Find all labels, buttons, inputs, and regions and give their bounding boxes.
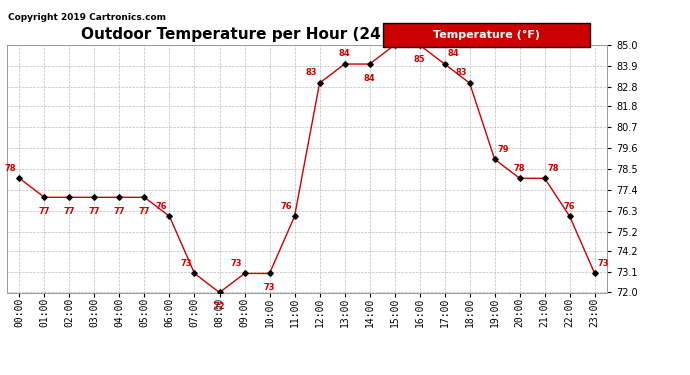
- Text: 85: 85: [414, 54, 426, 63]
- Text: Temperature (°F): Temperature (°F): [433, 30, 540, 40]
- Text: 83: 83: [455, 68, 467, 77]
- Text: 84: 84: [339, 50, 351, 58]
- Text: 73: 73: [181, 259, 192, 268]
- Text: Copyright 2019 Cartronics.com: Copyright 2019 Cartronics.com: [8, 13, 166, 22]
- Text: 73: 73: [264, 283, 275, 292]
- Text: 72: 72: [214, 302, 226, 311]
- Text: 77: 77: [39, 207, 50, 216]
- Text: 79: 79: [497, 144, 509, 153]
- Text: 84: 84: [364, 74, 375, 82]
- Text: 73: 73: [230, 259, 242, 268]
- Text: 78: 78: [514, 164, 525, 172]
- Text: 84: 84: [447, 50, 459, 58]
- Text: 77: 77: [114, 207, 125, 216]
- Title: Outdoor Temperature per Hour (24 Hours) 20190729: Outdoor Temperature per Hour (24 Hours) …: [81, 27, 533, 42]
- Text: 76: 76: [155, 202, 167, 211]
- Text: 85: 85: [388, 28, 400, 38]
- Text: 78: 78: [4, 164, 16, 172]
- Text: 77: 77: [89, 207, 100, 216]
- Text: 77: 77: [63, 207, 75, 216]
- Text: 73: 73: [598, 259, 609, 268]
- Text: 77: 77: [139, 207, 150, 216]
- Text: 76: 76: [564, 202, 575, 211]
- Text: 78: 78: [547, 164, 559, 172]
- Text: 76: 76: [280, 202, 292, 211]
- Text: 83: 83: [306, 68, 317, 77]
